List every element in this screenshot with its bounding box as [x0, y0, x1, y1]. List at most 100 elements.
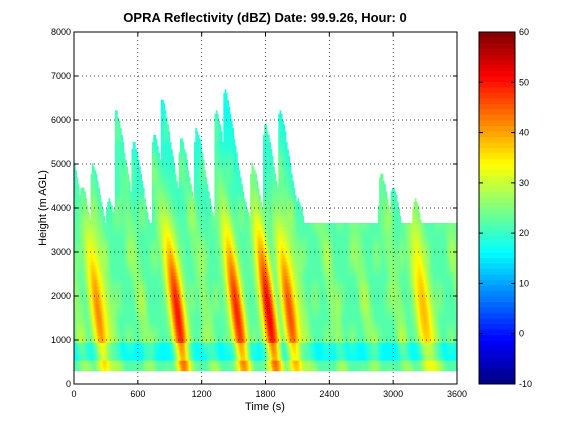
heatmap-cell	[86, 356, 89, 361]
heatmap-cell	[113, 325, 116, 329]
heatmap-cell	[95, 342, 98, 347]
heatmap-cell	[77, 226, 80, 231]
heatmap-cell	[119, 187, 122, 192]
heatmap-cell	[91, 332, 94, 336]
heatmap-cell	[107, 310, 109, 315]
heatmap-cell	[127, 258, 130, 263]
heatmap-cell	[85, 265, 88, 270]
heatmap-cell	[137, 198, 140, 203]
heatmap-cell	[118, 177, 121, 182]
heatmap-cell	[132, 244, 135, 248]
heatmap-cell	[123, 339, 126, 344]
heatmap-cell	[128, 314, 131, 319]
heatmap-cell	[123, 230, 126, 234]
heatmap-cell	[113, 296, 116, 301]
heatmap-cell	[125, 201, 127, 206]
heatmap-cell	[95, 275, 98, 280]
heatmap-cell	[89, 335, 91, 340]
heatmap-cell	[114, 247, 117, 252]
heatmap-cell	[105, 215, 108, 220]
heatmap-cell	[89, 237, 91, 241]
heatmap-cell	[76, 254, 79, 259]
heatmap-cell	[76, 177, 79, 182]
heatmap-cell	[123, 233, 126, 238]
heatmap-cell	[128, 318, 131, 322]
heatmap-cell	[76, 230, 79, 234]
heatmap-cell	[121, 247, 123, 252]
heatmap-cell	[91, 215, 94, 220]
heatmap-cell	[109, 321, 112, 326]
heatmap-cell	[90, 307, 93, 312]
heatmap-cell	[122, 145, 125, 150]
heatmap-cell	[126, 342, 129, 347]
heatmap-cell	[80, 293, 83, 298]
heatmap-cell	[125, 279, 127, 284]
heatmap-cell	[99, 353, 102, 358]
heatmap-cell	[146, 212, 149, 217]
heatmap-cell	[82, 240, 85, 245]
heatmap-cell	[85, 222, 88, 227]
heatmap-cell	[121, 310, 123, 315]
heatmap-cell	[85, 215, 88, 220]
heatmap-cell	[96, 286, 99, 291]
heatmap-cell	[84, 289, 86, 294]
heatmap-cell	[109, 363, 112, 368]
heatmap-cell	[108, 198, 111, 203]
heatmap-cell	[131, 156, 134, 160]
heatmap-cell	[102, 208, 104, 213]
heatmap-cell	[84, 230, 86, 234]
heatmap-cell	[79, 275, 81, 280]
heatmap-cell	[137, 173, 140, 178]
heatmap-cell	[89, 233, 91, 238]
heatmap-cell	[96, 191, 99, 196]
heatmap-cell	[174, 177, 177, 182]
heatmap-cell	[135, 254, 137, 259]
heatmap-cell	[76, 240, 79, 245]
heatmap-cell	[95, 272, 98, 277]
heatmap-cell	[91, 314, 94, 319]
heatmap-cells	[74, 89, 457, 372]
heatmap-cell	[127, 198, 130, 203]
heatmap-cell	[91, 170, 94, 175]
heatmap-cell	[130, 215, 132, 220]
heatmap-cell	[88, 233, 90, 238]
heatmap-cell	[91, 261, 94, 266]
heatmap-cell	[107, 233, 109, 238]
heatmap-cell	[93, 230, 95, 234]
heatmap-cell	[81, 339, 84, 344]
heatmap-cell	[93, 261, 95, 266]
heatmap-cell	[77, 293, 80, 298]
heatmap-cell	[118, 152, 121, 157]
heatmap-cell	[95, 363, 98, 368]
heatmap-cell	[136, 293, 139, 298]
heatmap-cell	[111, 244, 113, 248]
heatmap-cell	[131, 222, 134, 227]
heatmap-cell	[131, 314, 134, 319]
heatmap-cell	[113, 212, 116, 217]
heatmap-cell	[107, 219, 109, 224]
heatmap-cell	[100, 328, 103, 333]
heatmap-cell	[98, 233, 100, 238]
heatmap-cell	[81, 226, 84, 231]
heatmap-cell	[112, 261, 114, 266]
heatmap-cell	[116, 325, 118, 329]
heatmap-cell	[82, 198, 85, 203]
heatmap-cell	[114, 237, 117, 241]
heatmap-cell	[74, 268, 76, 273]
heatmap-cell	[102, 360, 104, 365]
heatmap-cell	[102, 265, 104, 270]
heatmap-cell	[96, 303, 99, 308]
heatmap-cell	[118, 244, 121, 248]
heatmap-cell	[136, 219, 139, 224]
heatmap-cell	[122, 163, 125, 168]
heatmap-cell	[114, 240, 117, 245]
heatmap-cell	[107, 339, 109, 344]
heatmap-cell	[122, 156, 125, 160]
heatmap-cell	[114, 173, 117, 178]
heatmap-cell	[136, 339, 139, 344]
heatmap-cell	[139, 335, 141, 340]
heatmap-cell	[119, 310, 122, 315]
heatmap-cell	[93, 346, 95, 351]
heatmap-cell	[95, 332, 98, 336]
heatmap-cell	[125, 226, 127, 231]
